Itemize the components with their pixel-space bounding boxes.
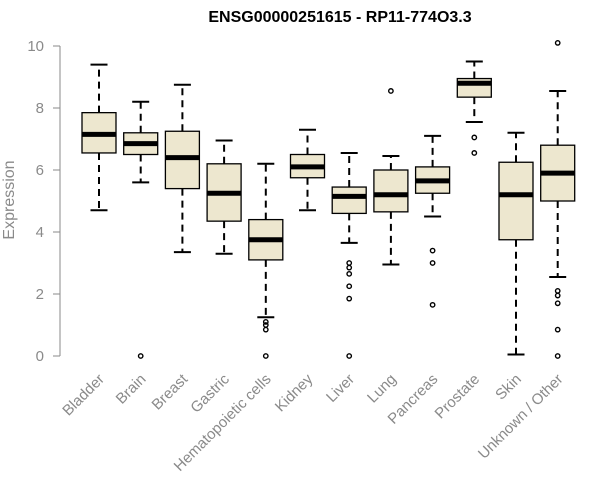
- box-group: [123, 100, 159, 359]
- box-group: [498, 131, 534, 356]
- box-iqr: [498, 161, 534, 241]
- x-category-label: Kidney: [272, 370, 317, 415]
- box-group: [81, 63, 117, 212]
- outlier-point: [429, 301, 436, 308]
- outlier-point: [554, 300, 561, 307]
- y-tick-label: 2: [36, 286, 44, 303]
- box-iqr: [373, 169, 409, 213]
- outlier-point: [262, 326, 269, 333]
- outlier-point: [346, 353, 353, 359]
- x-category-label: Liver: [323, 371, 358, 406]
- x-category-label: Skin: [492, 371, 525, 404]
- y-tick-label: 4: [36, 224, 44, 241]
- boxes-layer: [81, 40, 576, 359]
- y-tick-label: 10: [27, 38, 44, 55]
- outlier-point: [346, 260, 353, 266]
- outlier-point: [554, 40, 561, 46]
- box-group: [248, 162, 284, 359]
- y-axis: 0 2 4 6 8 10: [27, 38, 61, 365]
- y-tick-label: 0: [36, 348, 44, 365]
- x-category-label: Brain: [113, 371, 150, 408]
- outlier-point: [262, 322, 269, 328]
- y-tick-label: 6: [36, 162, 44, 179]
- chart-title: ENSG00000251615 - RP11-774O3.3: [208, 9, 471, 26]
- outlier-point: [137, 353, 144, 359]
- box-iqr: [331, 186, 367, 215]
- outlier-point: [346, 295, 353, 302]
- outlier-point: [429, 260, 436, 266]
- x-category-label: Prostate: [432, 371, 484, 423]
- box-group: [331, 151, 367, 359]
- outlier-point: [554, 326, 561, 333]
- box-group: [414, 134, 451, 308]
- outlier-point: [262, 353, 269, 359]
- outlier-point: [554, 287, 561, 294]
- box-group: [164, 83, 201, 254]
- box-group: [373, 88, 409, 266]
- outlier-point: [554, 353, 561, 359]
- outlier-point: [429, 247, 436, 254]
- outlier-point: [346, 264, 353, 271]
- box-group: [540, 40, 576, 359]
- outlier-point: [346, 283, 353, 290]
- x-category-label: Lung: [364, 371, 400, 407]
- x-category-label: Bladder: [59, 371, 108, 420]
- outlier-point: [346, 270, 353, 277]
- box-group: [289, 128, 326, 212]
- box-group: [206, 139, 242, 255]
- outlier-point: [262, 318, 269, 325]
- box-group: [456, 60, 492, 156]
- outlier-point: [471, 134, 478, 141]
- outlier-point: [387, 88, 394, 94]
- outlier-point: [554, 292, 561, 299]
- y-tick-label: 8: [36, 100, 44, 117]
- y-axis-label: Expression: [1, 160, 18, 239]
- outlier-point: [471, 150, 478, 156]
- x-category-label: Breast: [149, 370, 192, 413]
